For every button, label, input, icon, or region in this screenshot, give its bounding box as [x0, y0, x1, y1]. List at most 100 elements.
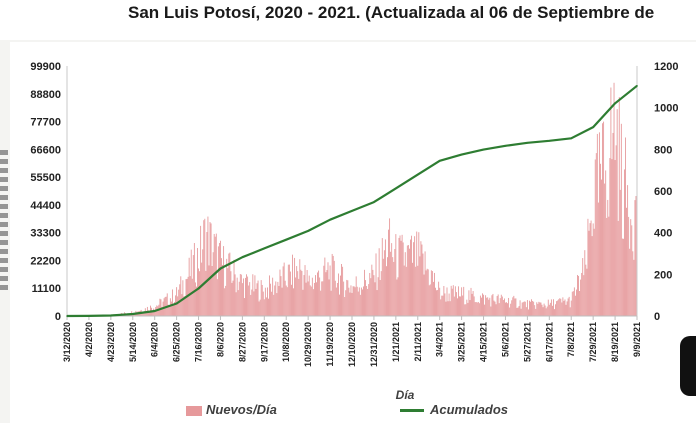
- daily-bar: [253, 291, 255, 316]
- daily-bar: [523, 301, 525, 316]
- daily-bar: [582, 258, 584, 316]
- daily-bar: [349, 292, 351, 316]
- daily-bar: [332, 255, 334, 316]
- daily-bar: [264, 287, 266, 316]
- daily-bar: [202, 249, 204, 316]
- daily-bar: [620, 123, 622, 316]
- daily-bar: [424, 251, 426, 316]
- daily-bar: [485, 295, 487, 316]
- line-point: [241, 256, 244, 258]
- daily-bar: [309, 285, 311, 316]
- right-tick-label: 0: [654, 311, 660, 323]
- daily-bar: [175, 295, 177, 316]
- daily-bar: [550, 299, 552, 316]
- daily-bar: [526, 300, 528, 316]
- daily-bar: [173, 304, 174, 316]
- daily-bar: [371, 264, 373, 316]
- daily-bar: [181, 294, 183, 316]
- daily-bar: [466, 299, 468, 316]
- x-tick-label: 10/29/2020: [303, 322, 313, 367]
- daily-bar: [235, 292, 237, 316]
- daily-bar: [426, 268, 428, 316]
- daily-bar: [417, 265, 419, 316]
- daily-bar: [289, 271, 291, 316]
- daily-bar: [506, 302, 507, 316]
- daily-bar: [323, 265, 325, 316]
- daily-bar: [378, 248, 380, 316]
- daily-bar: [482, 293, 483, 316]
- x-tick-label: 10/8/2020: [281, 322, 291, 362]
- line-point: [504, 145, 507, 147]
- x-tick-label: 7/29/2021: [588, 322, 598, 362]
- daily-bar: [484, 304, 486, 316]
- daily-bar: [475, 302, 477, 316]
- daily-bar: [188, 257, 190, 316]
- daily-bar: [340, 275, 341, 316]
- daily-bar: [198, 268, 199, 316]
- daily-bar: [240, 274, 242, 316]
- daily-bar: [519, 300, 521, 316]
- daily-bar: [205, 270, 207, 316]
- daily-bar: [209, 222, 211, 316]
- daily-bar: [341, 263, 343, 316]
- daily-bar: [618, 96, 620, 316]
- x-tick-label: 8/19/2021: [610, 322, 620, 362]
- daily-bar: [483, 294, 484, 316]
- daily-bar: [459, 296, 460, 316]
- line-point: [548, 140, 551, 142]
- daily-bar: [624, 169, 625, 316]
- daily-bar: [615, 145, 617, 316]
- daily-bar: [516, 307, 518, 316]
- daily-bar: [375, 253, 377, 316]
- x-tick-label: 6/17/2021: [544, 322, 554, 362]
- daily-bar: [470, 287, 472, 316]
- x-tick-label: 12/10/2020: [347, 322, 357, 367]
- daily-bar: [169, 298, 171, 316]
- line-point: [197, 287, 200, 290]
- daily-bar: [394, 249, 396, 316]
- line-point: [570, 137, 573, 140]
- daily-bar: [149, 311, 150, 316]
- daily-bar: [510, 303, 512, 316]
- daily-bar: [180, 276, 182, 316]
- daily-bar: [273, 294, 275, 316]
- daily-bar: [226, 258, 228, 316]
- daily-bar: [333, 260, 335, 316]
- legend-swatch-bar: [186, 405, 202, 416]
- daily-bar: [500, 294, 502, 316]
- line-point: [131, 313, 134, 315]
- daily-bar: [256, 283, 258, 316]
- daily-bar: [542, 307, 544, 316]
- daily-bar: [472, 291, 474, 316]
- line-point: [614, 102, 616, 105]
- daily-bar: [258, 301, 260, 316]
- series-line-acumulados: [66, 84, 638, 318]
- daily-bar: [467, 302, 469, 316]
- daily-bar: [505, 302, 506, 316]
- daily-bar: [479, 295, 481, 316]
- daily-bar: [514, 298, 516, 316]
- x-tick-label: 9/9/2021: [632, 322, 642, 357]
- daily-bar: [545, 308, 547, 316]
- daily-bar: [275, 281, 277, 316]
- daily-bar: [207, 216, 209, 316]
- left-tick-label: 0: [55, 311, 61, 323]
- daily-bar: [512, 297, 514, 316]
- daily-bar: [585, 264, 587, 316]
- daily-bar: [291, 284, 292, 316]
- title-strip: ▬ ▬▬▬ ▬▬▬▬ ▬▬▬ ▬▬▬▬▬▬ ▬ ▬▬▬▬▬▬▬ ▬▬ ▬▬▬▬ …: [0, 0, 696, 40]
- daily-bar: [567, 298, 569, 316]
- x-axis-label: Día: [396, 388, 415, 402]
- daily-bar: [296, 266, 298, 316]
- daily-bar: [166, 293, 168, 316]
- daily-bar: [564, 299, 566, 316]
- daily-bar: [591, 236, 593, 316]
- daily-bar: [321, 281, 323, 316]
- daily-bar: [422, 253, 424, 316]
- daily-bar: [331, 253, 333, 316]
- daily-bar: [534, 305, 536, 316]
- daily-bar: [558, 299, 560, 316]
- daily-bar: [380, 271, 382, 316]
- daily-bar: [547, 299, 549, 316]
- daily-bar: [541, 304, 543, 316]
